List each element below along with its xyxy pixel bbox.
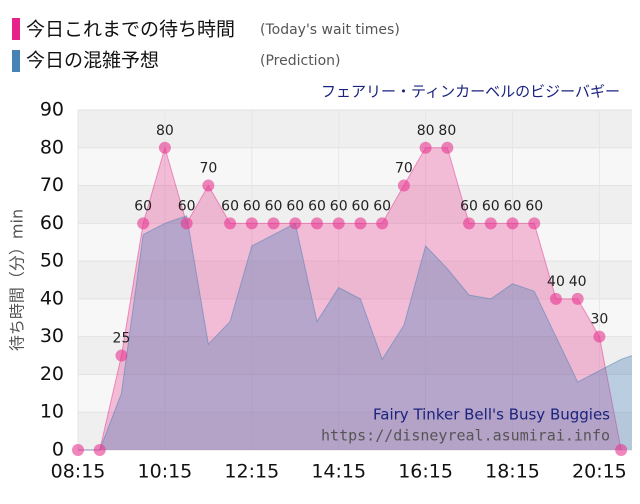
y-tick-label: 90 <box>40 99 64 121</box>
chart-title: フェアリー・ティンカーベルのビジーバギー <box>321 83 620 101</box>
data-point <box>267 217 280 230</box>
legend-label: 今日の混雑予想 <box>26 50 159 72</box>
y-tick-label: 70 <box>40 174 64 196</box>
data-point <box>158 141 171 154</box>
data-point <box>441 141 454 154</box>
legend-note: (Today's wait times) <box>260 22 400 38</box>
watermark: Fairy Tinker Bell's Busy Buggies <box>373 406 610 424</box>
data-point <box>419 141 432 154</box>
data-point <box>93 444 106 456</box>
grid-band <box>78 110 632 148</box>
data-point <box>354 217 367 230</box>
legend-swatch <box>12 50 20 72</box>
data-point <box>528 217 541 230</box>
data-point <box>224 217 237 230</box>
data-point <box>484 217 497 230</box>
grid-band <box>78 185 632 224</box>
x-tick-label: 18:15 <box>485 461 540 483</box>
legend-label: 今日これまでの待ち時間 <box>26 19 235 41</box>
data-point <box>615 444 628 456</box>
data-point <box>463 217 476 230</box>
grid-band <box>78 261 632 299</box>
data-point <box>571 292 584 305</box>
x-tick-label: 10:15 <box>138 461 193 483</box>
data-label: 60 <box>330 198 348 214</box>
y-tick-label: 0 <box>52 439 64 461</box>
data-point <box>289 217 302 230</box>
data-label: 60 <box>243 198 261 214</box>
y-tick-label: 20 <box>40 363 64 385</box>
data-label: 60 <box>286 198 304 214</box>
legend-swatch <box>12 18 20 40</box>
grid-band <box>78 412 632 450</box>
data-label: 60 <box>221 198 239 214</box>
data-point <box>376 217 389 230</box>
data-point <box>180 217 193 230</box>
data-label: 60 <box>373 198 391 214</box>
data-label: 60 <box>134 198 152 214</box>
data-point <box>137 217 150 230</box>
data-label: 30 <box>590 312 608 328</box>
y-tick-label: 60 <box>40 212 64 234</box>
x-tick-label: 12:15 <box>224 461 279 483</box>
data-label: 60 <box>525 198 543 214</box>
x-tick-label: 20:15 <box>572 461 627 483</box>
data-point <box>310 217 323 230</box>
data-label: 60 <box>460 198 478 214</box>
y-tick-label: 30 <box>40 325 64 347</box>
y-axis-label: 待ち時間（分）min <box>8 209 27 351</box>
y-tick-label: 80 <box>40 136 64 158</box>
data-label: 60 <box>265 198 283 214</box>
grid-band <box>78 336 632 375</box>
data-label: 60 <box>178 198 196 214</box>
data-label: 40 <box>569 274 587 290</box>
data-label: 80 <box>156 123 174 139</box>
data-label: 60 <box>504 198 522 214</box>
y-tick-label: 10 <box>40 401 64 423</box>
data-label: 25 <box>113 331 131 347</box>
x-tick-label: 08:15 <box>51 461 106 483</box>
data-label: 80 <box>417 123 435 139</box>
x-tick-label: 16:15 <box>398 461 453 483</box>
data-point <box>202 179 215 192</box>
data-point <box>593 330 606 343</box>
y-tick-label: 50 <box>40 250 64 272</box>
data-label: 80 <box>438 123 456 139</box>
data-label: 70 <box>395 161 413 177</box>
data-point <box>397 179 410 192</box>
data-label: 60 <box>308 198 326 214</box>
data-label: 60 <box>352 198 370 214</box>
plot-background <box>78 110 632 450</box>
series-line <box>78 215 633 451</box>
data-point <box>332 217 345 230</box>
data-point <box>506 217 519 230</box>
data-label: 40 <box>547 274 565 290</box>
x-tick-label: 14:15 <box>311 461 366 483</box>
data-label: 60 <box>482 198 500 214</box>
y-tick-label: 40 <box>40 287 64 309</box>
series-area <box>78 215 632 450</box>
legend-note: (Prediction) <box>260 53 340 69</box>
data-label: 70 <box>199 161 217 177</box>
data-point <box>245 217 258 230</box>
data-point <box>549 292 562 305</box>
data-point <box>72 444 84 456</box>
watermark: https://disneyreal.asumirai.info <box>321 427 610 445</box>
data-point <box>115 349 128 362</box>
